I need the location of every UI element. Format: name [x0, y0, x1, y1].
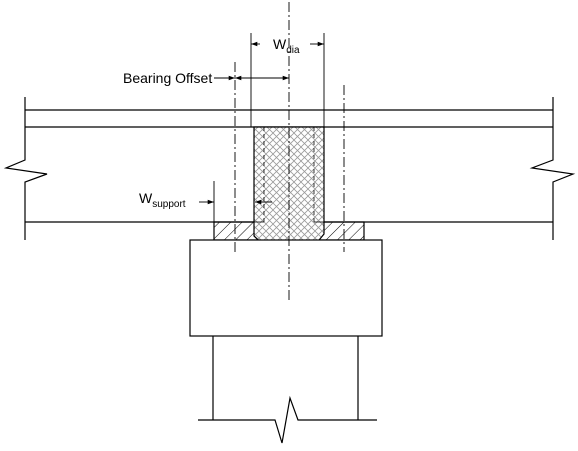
w-dia-dimension: Wdia — [250, 33, 325, 127]
column-break-line — [198, 395, 377, 444]
w-support-dimension: Wsupport — [139, 181, 272, 222]
pier-cap — [189, 239, 383, 337]
left-break-line — [3, 97, 48, 240]
bearing-offset-label: Bearing Offset — [123, 70, 212, 86]
w-support-label: Wsupport — [139, 190, 186, 210]
centerlines — [234, 2, 345, 300]
bearing-offset-dimension: Bearing Offset — [123, 70, 289, 86]
substructure — [189, 239, 383, 444]
w-dia-label: Wdia — [273, 36, 300, 56]
right-break-line — [529, 97, 576, 240]
